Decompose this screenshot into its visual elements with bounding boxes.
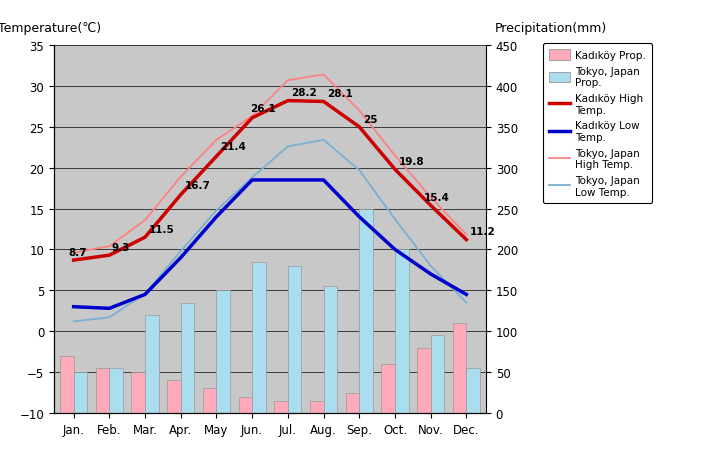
Text: 28.1: 28.1 — [327, 89, 353, 99]
Bar — [167, 381, 181, 413]
Text: 16.7: 16.7 — [184, 180, 210, 190]
Text: 11.2: 11.2 — [470, 227, 495, 237]
Bar — [109, 368, 123, 413]
Text: 26.1: 26.1 — [251, 104, 276, 114]
Bar — [132, 372, 145, 413]
Text: 19.8: 19.8 — [399, 157, 424, 167]
Bar — [274, 401, 288, 413]
Bar — [252, 262, 266, 413]
Bar — [346, 393, 359, 413]
Bar — [359, 209, 373, 413]
Bar — [417, 348, 431, 413]
Bar — [73, 372, 87, 413]
Bar — [395, 250, 408, 413]
Bar — [60, 356, 73, 413]
Text: 9.3: 9.3 — [111, 242, 130, 252]
Bar — [467, 368, 480, 413]
Text: 28.2: 28.2 — [292, 88, 318, 98]
Text: 11.5: 11.5 — [148, 224, 174, 235]
Text: Precipitation(mm): Precipitation(mm) — [495, 22, 607, 35]
Text: Temperature(℃): Temperature(℃) — [0, 22, 101, 35]
Bar — [203, 389, 217, 413]
Bar — [238, 397, 252, 413]
Text: 21.4: 21.4 — [220, 142, 246, 152]
Bar — [453, 323, 467, 413]
Bar — [217, 291, 230, 413]
Bar — [145, 315, 158, 413]
Text: 25: 25 — [363, 114, 377, 124]
Text: 8.7: 8.7 — [68, 247, 87, 257]
Bar — [96, 368, 109, 413]
Bar — [181, 303, 194, 413]
Legend: Kadıköy Prop., Tokyo, Japan
Prop., Kadıköy High
Temp., Kadıköy Low
Temp., Tokyo,: Kadıköy Prop., Tokyo, Japan Prop., Kadık… — [543, 44, 652, 203]
Bar — [310, 401, 323, 413]
Bar — [288, 266, 302, 413]
Text: 15.4: 15.4 — [423, 193, 449, 202]
Bar — [382, 364, 395, 413]
Bar — [323, 286, 337, 413]
Bar — [431, 336, 444, 413]
